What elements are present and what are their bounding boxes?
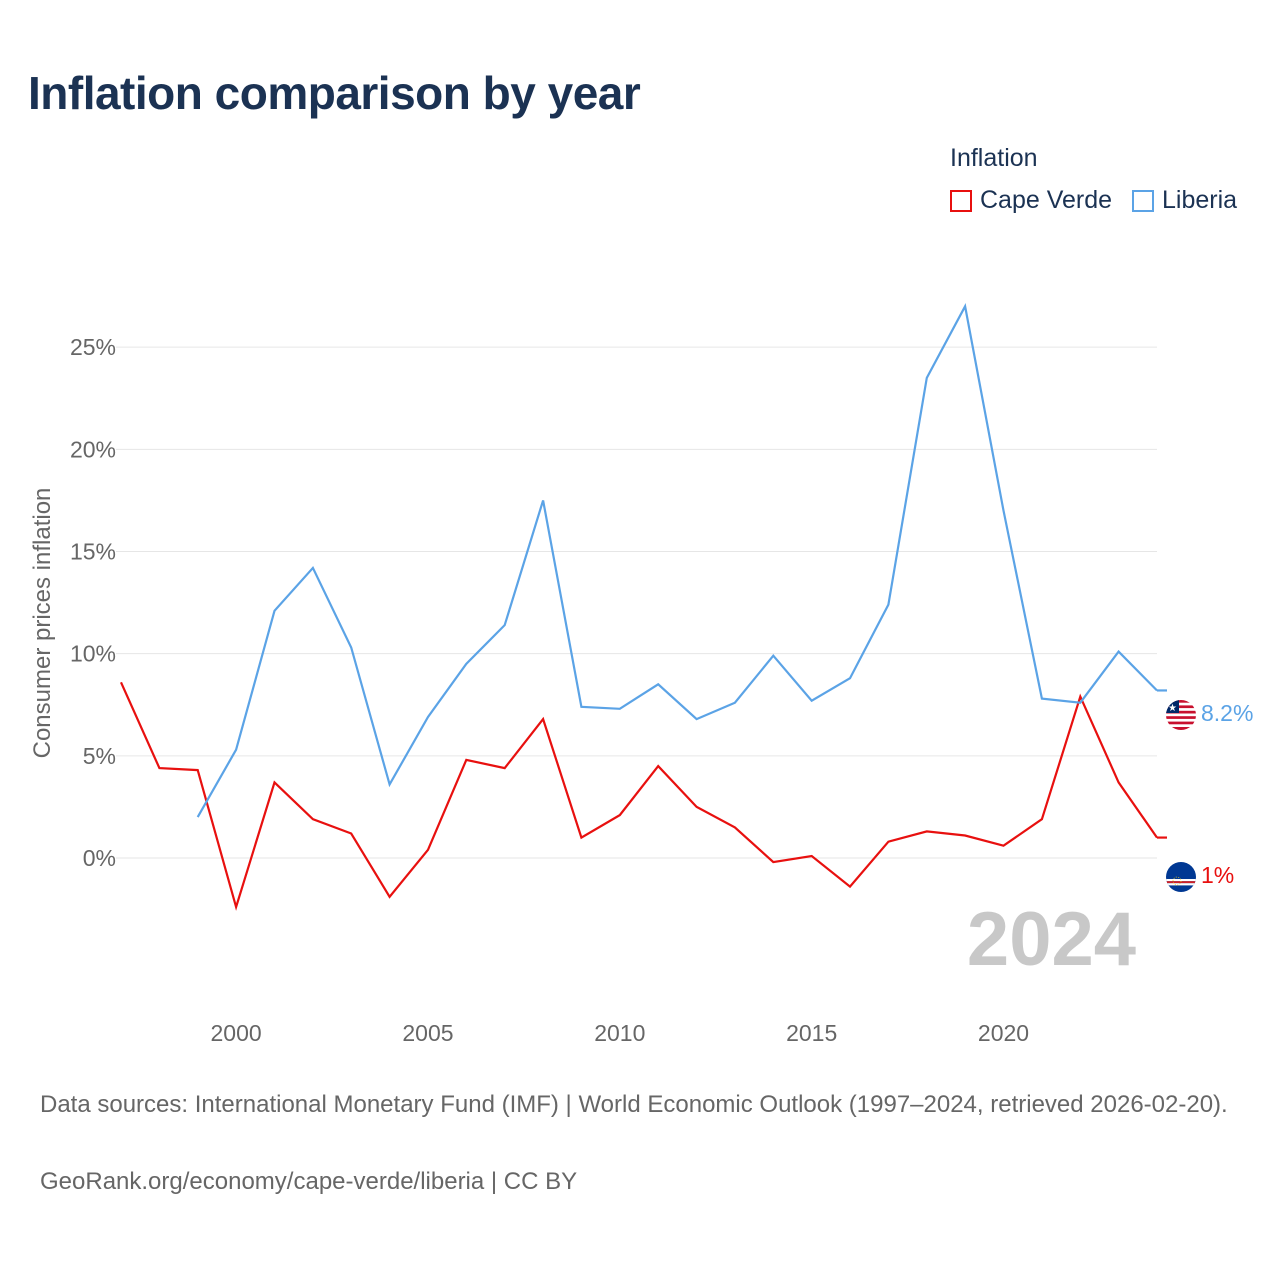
legend-label-liberia: Liberia xyxy=(1162,186,1238,214)
year-watermark: 2024 xyxy=(967,897,1136,982)
y-tick-label: 5% xyxy=(83,743,116,769)
legend-label-cape-verde: Cape Verde xyxy=(980,186,1113,214)
x-tick-label: 2010 xyxy=(594,1020,645,1046)
series-line-liberia xyxy=(196,303,1158,818)
chart-title: Inflation comparison by year xyxy=(28,67,641,119)
y-axis: 0% 5% 10% 15% 20% 25% xyxy=(70,334,116,871)
legend-item-liberia[interactable]: Liberia xyxy=(1132,186,1237,215)
data-source-note: Data sources: International Monetary Fun… xyxy=(40,1091,1228,1118)
end-label-cape-verde: 1% xyxy=(1201,862,1234,888)
y-tick-label: 10% xyxy=(70,641,116,667)
x-tick-label: 2015 xyxy=(786,1020,837,1046)
series-line-cape-verde xyxy=(119,681,1158,911)
legend-title: Inflation xyxy=(950,144,1038,172)
series-lines xyxy=(119,303,1167,911)
y-axis-label: Consumer prices inflation xyxy=(29,488,56,759)
y-tick-label: 25% xyxy=(70,334,116,360)
legend-swatch-liberia xyxy=(1132,189,1154,212)
legend-item-cape-verde[interactable]: Cape Verde xyxy=(950,186,1112,215)
cape-verde-flag-icon xyxy=(1166,862,1196,892)
x-tick-label: 2000 xyxy=(211,1020,262,1046)
y-tick-label: 0% xyxy=(83,845,116,871)
legend-swatch-cape-verde xyxy=(950,189,972,212)
x-tick-label: 2020 xyxy=(978,1020,1029,1046)
liberia-flag-icon: ★ xyxy=(1166,700,1196,730)
grid-lines xyxy=(116,346,1157,859)
x-tick-label: 2005 xyxy=(402,1020,453,1046)
y-tick-label: 15% xyxy=(70,539,116,565)
y-tick-label: 20% xyxy=(70,436,116,462)
line-chart: 0% 5% 10% 15% 20% 25% 2000 2005 2010 2015 2020 Co… xyxy=(29,303,1253,1046)
x-axis: 2000 2005 2010 2015 2020 xyxy=(211,1020,1030,1046)
end-label-liberia: 8.2% xyxy=(1201,700,1253,726)
svg-text:★: ★ xyxy=(1168,703,1177,714)
credit-link[interactable]: GeoRank.org/economy/cape-verde/liberia |… xyxy=(40,1168,578,1195)
